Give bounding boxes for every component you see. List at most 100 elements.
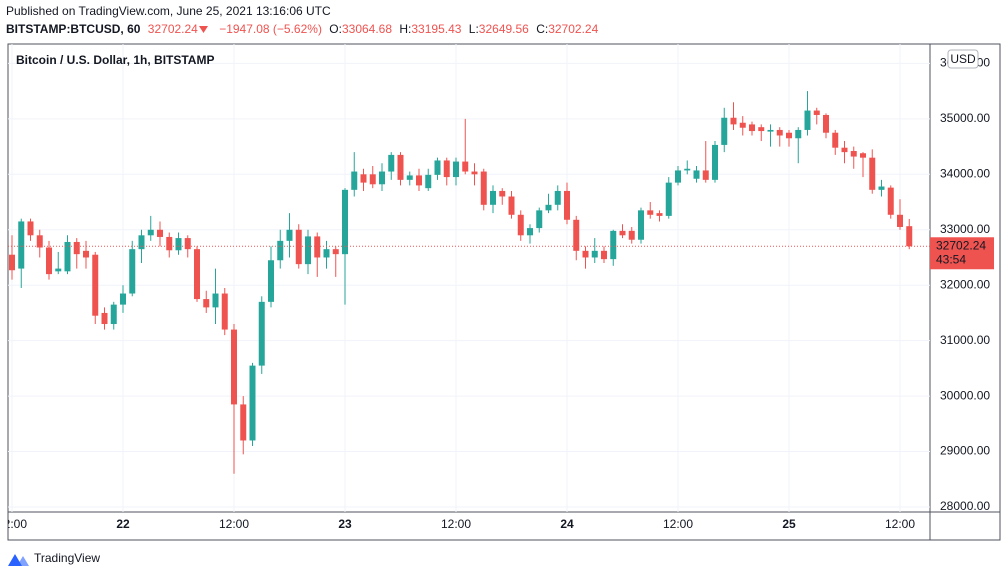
candle-body <box>499 190 506 197</box>
x-tick-label: 12:00 <box>441 517 471 531</box>
candle-body <box>517 214 524 236</box>
brand: TradingView <box>34 551 100 565</box>
symbol: BITSTAMP:BTCUSD, 60 <box>6 22 141 36</box>
candle-body <box>656 213 663 216</box>
candle-body <box>758 127 765 132</box>
currency-box[interactable] <box>947 49 979 69</box>
candle-body <box>175 238 182 251</box>
candle-body <box>906 226 913 247</box>
y-tick-label: 34000.00 <box>940 166 990 180</box>
candle-body <box>397 154 404 180</box>
candle-body <box>878 186 885 190</box>
candle-body <box>887 187 894 215</box>
candle-body <box>832 132 839 148</box>
candle-body <box>860 153 866 158</box>
candle-body <box>323 249 330 258</box>
candle-body <box>221 293 228 330</box>
candle-body <box>9 254 15 271</box>
candle-body <box>480 171 487 205</box>
candle-body <box>564 190 570 220</box>
candle-body <box>628 230 635 240</box>
candle-body <box>813 110 820 115</box>
candle-body <box>776 129 783 136</box>
close-label: C: <box>536 22 548 36</box>
candle-body <box>388 154 395 172</box>
candle-body <box>527 228 533 236</box>
candle-body <box>27 221 34 236</box>
candle-body <box>258 301 265 366</box>
candle-body <box>73 241 80 255</box>
candle-body <box>545 204 552 211</box>
candle-body <box>194 249 200 300</box>
candle-body <box>157 229 163 237</box>
candle-body <box>684 168 691 171</box>
candle-body <box>147 229 154 236</box>
candle-body <box>647 210 654 215</box>
candle-body <box>416 175 422 186</box>
candle-body <box>277 240 284 261</box>
y-tick-label: 30000.00 <box>940 388 990 402</box>
y-tick-label: 35000.00 <box>940 111 990 125</box>
x-tick-label: 25 <box>782 517 796 531</box>
candle-body <box>573 219 580 251</box>
currency[interactable]: USD <box>950 52 976 66</box>
candle-body <box>638 210 644 240</box>
candle-body <box>786 132 792 139</box>
candle-body <box>55 268 62 272</box>
candle-body <box>795 129 802 139</box>
candle-body <box>268 260 274 302</box>
x-tick-label: 12:00 <box>885 517 915 531</box>
countdown: 43:54 <box>936 252 966 266</box>
candle-body <box>240 404 247 441</box>
chart-title: Bitcoin / U.S. Dollar, 1h, BITSTAMP <box>16 53 214 67</box>
y-tick-label: 32000.00 <box>940 277 990 291</box>
time-axis: 12:00 22 12:00 23 12:00 24 12:00 25 12:00 <box>0 517 915 531</box>
candle-body <box>536 210 543 229</box>
candle-body <box>591 250 598 258</box>
high-label: H: <box>399 22 411 36</box>
candle-body <box>610 230 617 260</box>
candle-body <box>64 241 71 272</box>
y-tick-label: 28000.00 <box>940 499 990 513</box>
candle-body <box>203 299 210 308</box>
last-price-label: 32702.24 <box>936 238 986 252</box>
candle-body <box>18 221 25 269</box>
candle-body <box>120 293 126 305</box>
y-tick-label: 29000.00 <box>940 444 990 458</box>
x-tick-label: 12:00 <box>663 517 693 531</box>
x-tick-label: 12:00 <box>219 517 249 531</box>
candle-body <box>434 160 441 175</box>
y-tick-label: 33000.00 <box>940 222 990 236</box>
high-value: 33195.43 <box>411 22 461 36</box>
x-tick-label: 24 <box>560 517 574 531</box>
candle-body <box>730 117 737 125</box>
symbol-line: BITSTAMP:BTCUSD, 60 32702.24 −1947.08 (−… <box>6 22 599 36</box>
candle-body <box>471 171 478 175</box>
candle-body <box>36 235 43 248</box>
candle-body <box>739 122 746 128</box>
grid <box>8 44 930 512</box>
candle-body <box>453 161 459 178</box>
chart-frame <box>7 43 1001 541</box>
candle-body <box>721 117 728 145</box>
change: −1947.08 (−5.62%) <box>219 22 322 36</box>
candle-body <box>554 190 561 205</box>
candle-body <box>850 151 857 157</box>
candle-body <box>712 144 718 180</box>
candle-body <box>406 175 413 180</box>
candle-body <box>601 250 607 260</box>
x-tick-label: 23 <box>338 517 352 531</box>
candle-body <box>702 170 709 180</box>
candle-body <box>582 250 589 258</box>
candle-body <box>869 157 876 190</box>
candle-body <box>351 171 358 190</box>
candle-body <box>369 174 376 185</box>
candle-body <box>138 235 145 250</box>
published-line: Published on TradingView.com, June 25, 2… <box>6 4 331 18</box>
tv-logo <box>8 554 29 566</box>
candle-body <box>129 249 136 294</box>
candle-body <box>665 182 672 216</box>
candle-body <box>184 238 191 250</box>
candle-body <box>675 170 681 183</box>
x-tick-label: 12:00 <box>0 517 27 531</box>
